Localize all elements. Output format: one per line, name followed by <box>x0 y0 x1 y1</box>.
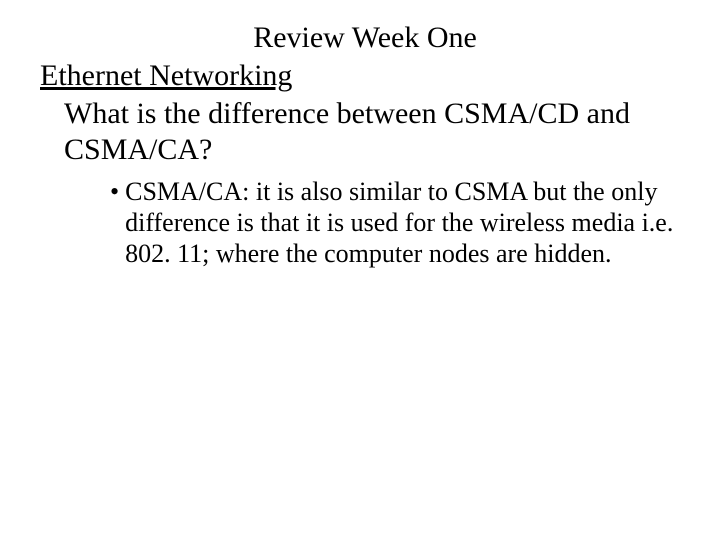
slide-title: Review Week One <box>40 20 690 56</box>
slide-question: What is the difference between CSMA/CD a… <box>64 96 690 168</box>
slide-subtitle: Ethernet Networking <box>40 58 690 94</box>
bullet-marker-icon: • <box>110 176 119 207</box>
bullet-text: CSMA/CA: it is also similar to CSMA but … <box>125 176 690 270</box>
bullet-item: • CSMA/CA: it is also similar to CSMA bu… <box>110 176 690 270</box>
slide-container: Review Week One Ethernet Networking What… <box>0 0 720 540</box>
